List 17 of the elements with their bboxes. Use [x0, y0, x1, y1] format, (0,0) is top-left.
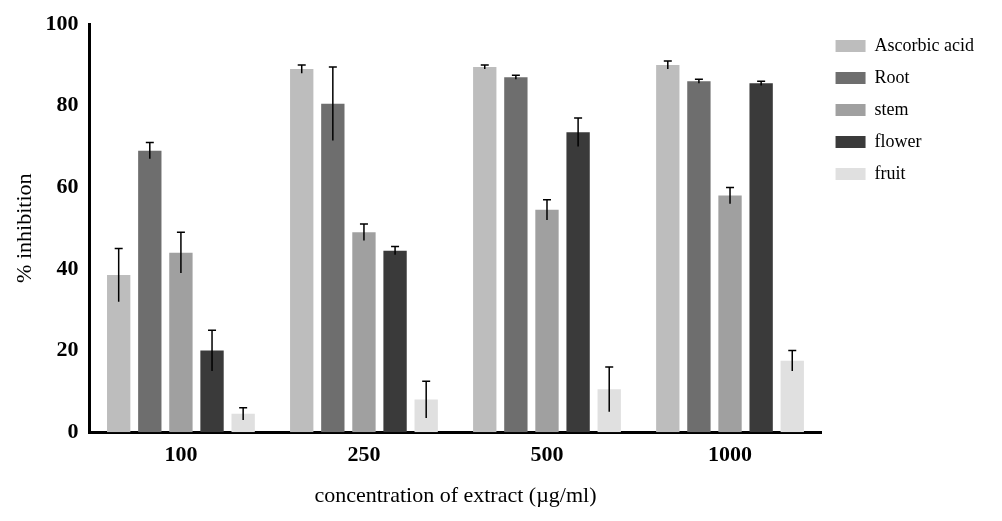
- x-tick-label: 1000: [708, 441, 753, 467]
- legend-label: flower: [874, 130, 922, 151]
- x-tick-label: 500: [530, 441, 564, 467]
- y-tick-label: 100: [45, 9, 79, 35]
- y-tick-label: 40: [56, 254, 79, 280]
- legend-label: Root: [874, 66, 910, 87]
- legend-label: stem: [874, 98, 909, 119]
- y-tick-label: 0: [67, 417, 79, 443]
- y-tick-label: 20: [56, 336, 79, 362]
- legend-label: Ascorbic acid: [874, 34, 975, 55]
- x-axis-title: concentration of extract (µg/ml): [314, 481, 597, 507]
- y-axis-title: % inhibition: [10, 173, 36, 283]
- x-tick-label: 100: [164, 441, 198, 467]
- x-tick-label: 250: [347, 441, 381, 467]
- legend-label: fruit: [874, 162, 906, 183]
- y-tick-label: 60: [56, 173, 79, 199]
- y-tick-label: 80: [56, 91, 79, 117]
